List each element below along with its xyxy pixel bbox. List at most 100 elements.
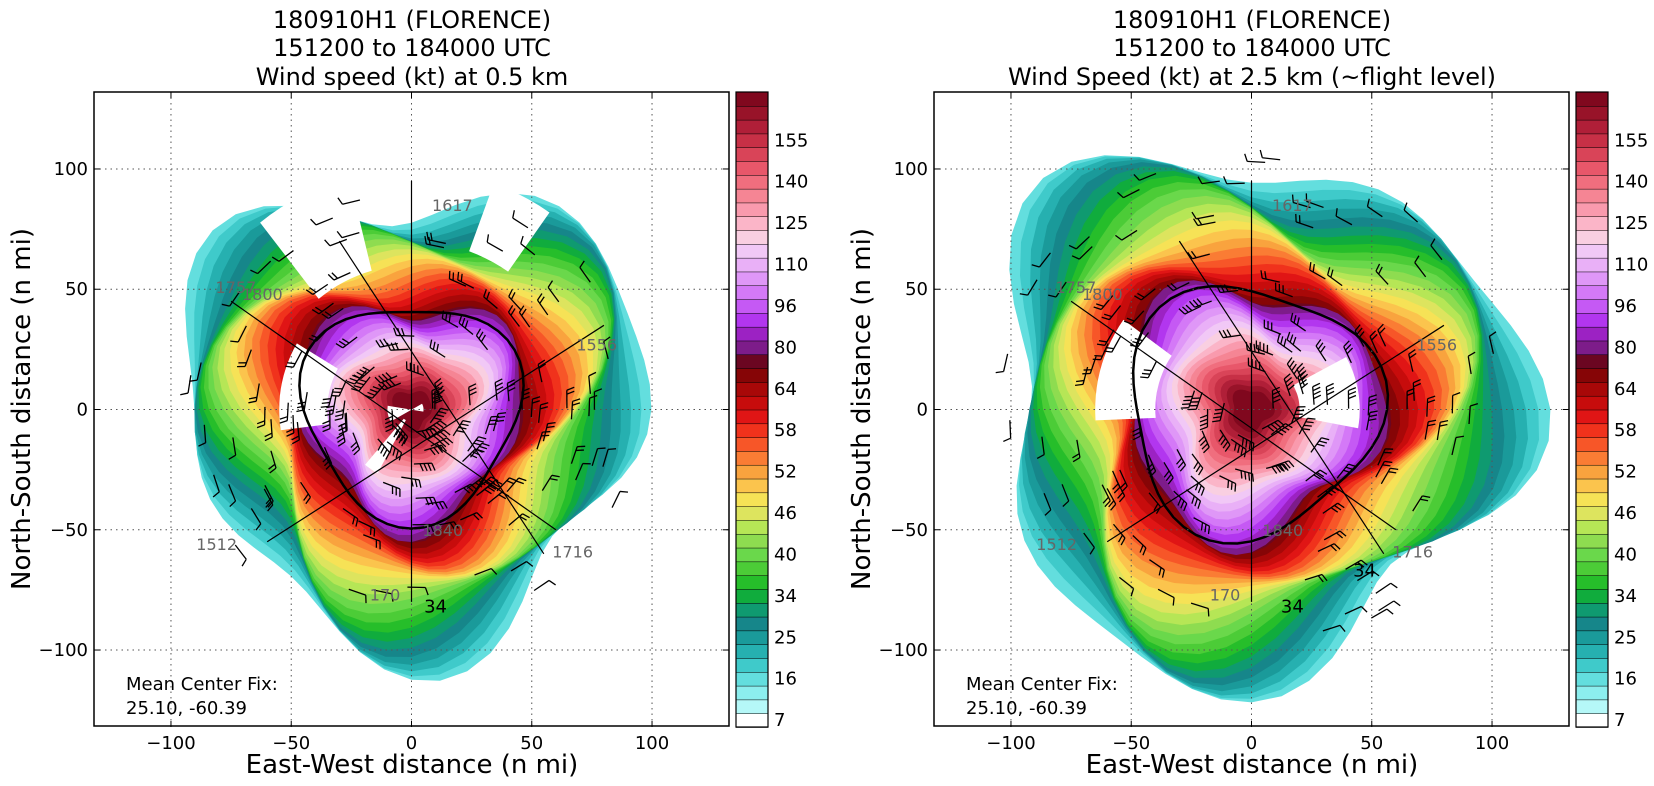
x-axis-label: East-West distance (n mi) — [1086, 750, 1419, 780]
wind-barb — [1215, 284, 1239, 294]
wind-barb — [378, 379, 401, 391]
wind-barb — [1426, 395, 1436, 417]
colorbar-segment — [735, 505, 769, 521]
wind-barb — [1343, 340, 1354, 364]
colorbar-segment — [735, 381, 769, 397]
wind-barb — [364, 384, 385, 399]
wind-barb — [1115, 229, 1138, 241]
wind-barb — [429, 407, 449, 424]
wind-barb — [1101, 305, 1122, 321]
wind-barb — [1072, 439, 1081, 463]
colorbar-tick-label: 96 — [1614, 296, 1637, 317]
colorbar-segment — [1575, 409, 1609, 425]
wind-barb — [338, 413, 347, 436]
colorbar: 7 16 25 34 40 46 52 58 64 80 96 110 125 140 155 — [735, 91, 808, 731]
wind-barb — [1309, 262, 1326, 280]
wind-barb — [1263, 319, 1282, 335]
time-label: 1757 — [1056, 278, 1097, 297]
wind-barb — [1193, 517, 1211, 535]
wind-barb — [441, 310, 459, 328]
wind-barb — [1488, 331, 1497, 354]
wind-barb — [537, 359, 546, 383]
wind-barb — [374, 372, 398, 384]
wind-barb — [401, 476, 422, 488]
wind-barb — [1327, 267, 1343, 287]
wind-barb — [429, 339, 446, 358]
wind-barb — [1061, 484, 1070, 507]
colorbar-tick-label: 110 — [1614, 255, 1648, 276]
colorbar-tick-label: 125 — [1614, 213, 1648, 234]
colorbar-segment — [735, 519, 769, 535]
wind-barb — [358, 520, 376, 537]
wind-barb — [1366, 410, 1378, 431]
wind-barb — [487, 491, 510, 505]
wind-barb — [457, 271, 475, 289]
wind-barb — [386, 342, 409, 351]
wind-barb — [1123, 310, 1145, 325]
wind-barb — [373, 589, 394, 602]
colorbar-tick-label: 40 — [774, 544, 797, 565]
colorbar-tick-label: 7 — [774, 710, 785, 731]
wind-barb — [321, 307, 344, 319]
colorbar-segment — [735, 298, 769, 314]
wind-barb — [1315, 339, 1327, 362]
colorbar-tick-label: 64 — [1614, 379, 1637, 400]
wind-barb — [1096, 329, 1115, 346]
wind-barb — [588, 394, 598, 417]
wind-barb — [1173, 490, 1188, 512]
wind-barb — [320, 388, 334, 408]
wind-barb — [221, 290, 241, 307]
wind-barb — [1414, 255, 1427, 278]
colorbar-segment — [1575, 588, 1609, 604]
wind-barb — [1291, 194, 1311, 209]
time-label: 1512 — [1036, 535, 1077, 554]
colorbar-segment — [1575, 423, 1609, 438]
time-label: 1512 — [196, 535, 237, 554]
wind-barb — [1116, 188, 1140, 199]
colorbar-segment — [735, 285, 769, 300]
wind-barb — [1198, 430, 1210, 454]
colorbar-segment — [1575, 436, 1609, 452]
flight-track — [1106, 324, 1445, 543]
colorbar-segment — [1575, 285, 1609, 300]
wind-barb — [434, 387, 443, 410]
colorbar-segment — [735, 478, 769, 494]
wind-barb — [375, 338, 398, 348]
colorbar-tick-label: 64 — [774, 379, 797, 400]
wind-barb — [212, 474, 220, 498]
y-axis-label: North-South distance (n mi) — [847, 228, 877, 590]
colorbar-segment — [1575, 478, 1609, 494]
wind-barb — [1255, 340, 1274, 356]
x-tick-label: 50 — [1360, 733, 1383, 754]
wind-barb — [264, 419, 273, 442]
chart-title-line1: 180910H1 (FLORENCE) — [1113, 6, 1391, 34]
wind-barb — [1003, 420, 1012, 443]
wind-field — [185, 177, 652, 681]
wind-barb — [468, 383, 477, 406]
colorbar-segment — [1575, 133, 1609, 148]
wind-barb — [1118, 576, 1135, 597]
wind-barb — [1071, 246, 1093, 260]
colorbar-tick-label: 125 — [774, 213, 808, 234]
x-tick-label: 50 — [520, 733, 543, 754]
wind-barb — [263, 488, 274, 512]
wind-barb — [291, 422, 300, 445]
wind-barb — [460, 512, 483, 521]
wind-barb — [1186, 489, 1202, 509]
wind-barb — [1133, 172, 1157, 181]
colorbar-segment — [735, 91, 769, 107]
y-tick-label: −100 — [39, 640, 88, 661]
wind-barb — [496, 477, 518, 492]
wind-barb — [1197, 176, 1220, 185]
wind-barb — [570, 445, 586, 464]
wind-barb — [337, 197, 361, 205]
colorbar-segment — [735, 657, 769, 673]
colorbar-segment — [735, 188, 769, 204]
wind-barb — [512, 210, 529, 229]
wind-barb — [1132, 418, 1142, 441]
wind-barb — [413, 462, 436, 472]
wind-barb — [198, 424, 207, 447]
colorbar-segment — [1575, 533, 1609, 549]
wind-barb — [1271, 386, 1281, 409]
y-tick-label: 100 — [894, 159, 928, 180]
